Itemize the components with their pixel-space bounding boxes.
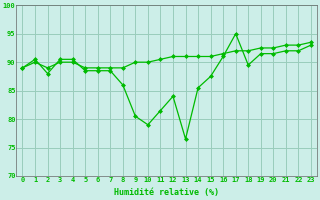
X-axis label: Humidité relative (%): Humidité relative (%) xyxy=(114,188,219,197)
